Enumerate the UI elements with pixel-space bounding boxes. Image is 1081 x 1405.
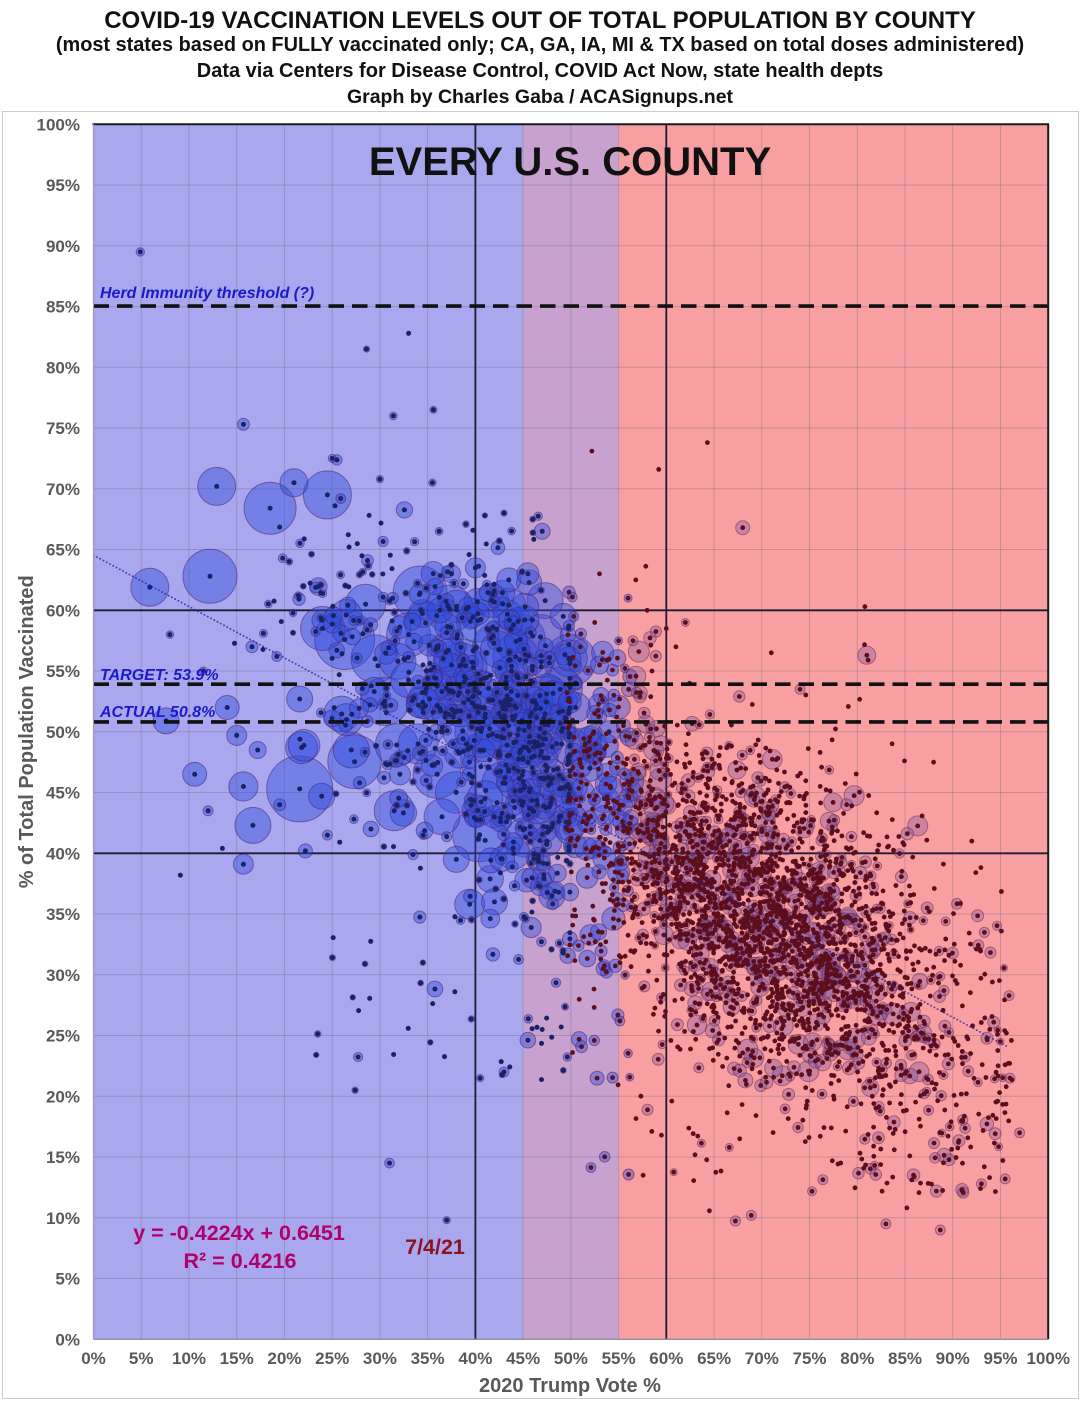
svg-text:(most states based on FULLY va: (most states based on FULLY vaccinated o…: [56, 34, 1024, 56]
svg-text:Data via Centers for Disease C: Data via Centers for Disease Control, CO…: [197, 60, 883, 82]
svg-text:Graph by Charles Gaba / ACASig: Graph by Charles Gaba / ACASignups.net: [347, 86, 734, 108]
svg-text:COVID-19 VACCINATION LEVELS OU: COVID-19 VACCINATION LEVELS OUT OF TOTAL…: [104, 7, 976, 34]
